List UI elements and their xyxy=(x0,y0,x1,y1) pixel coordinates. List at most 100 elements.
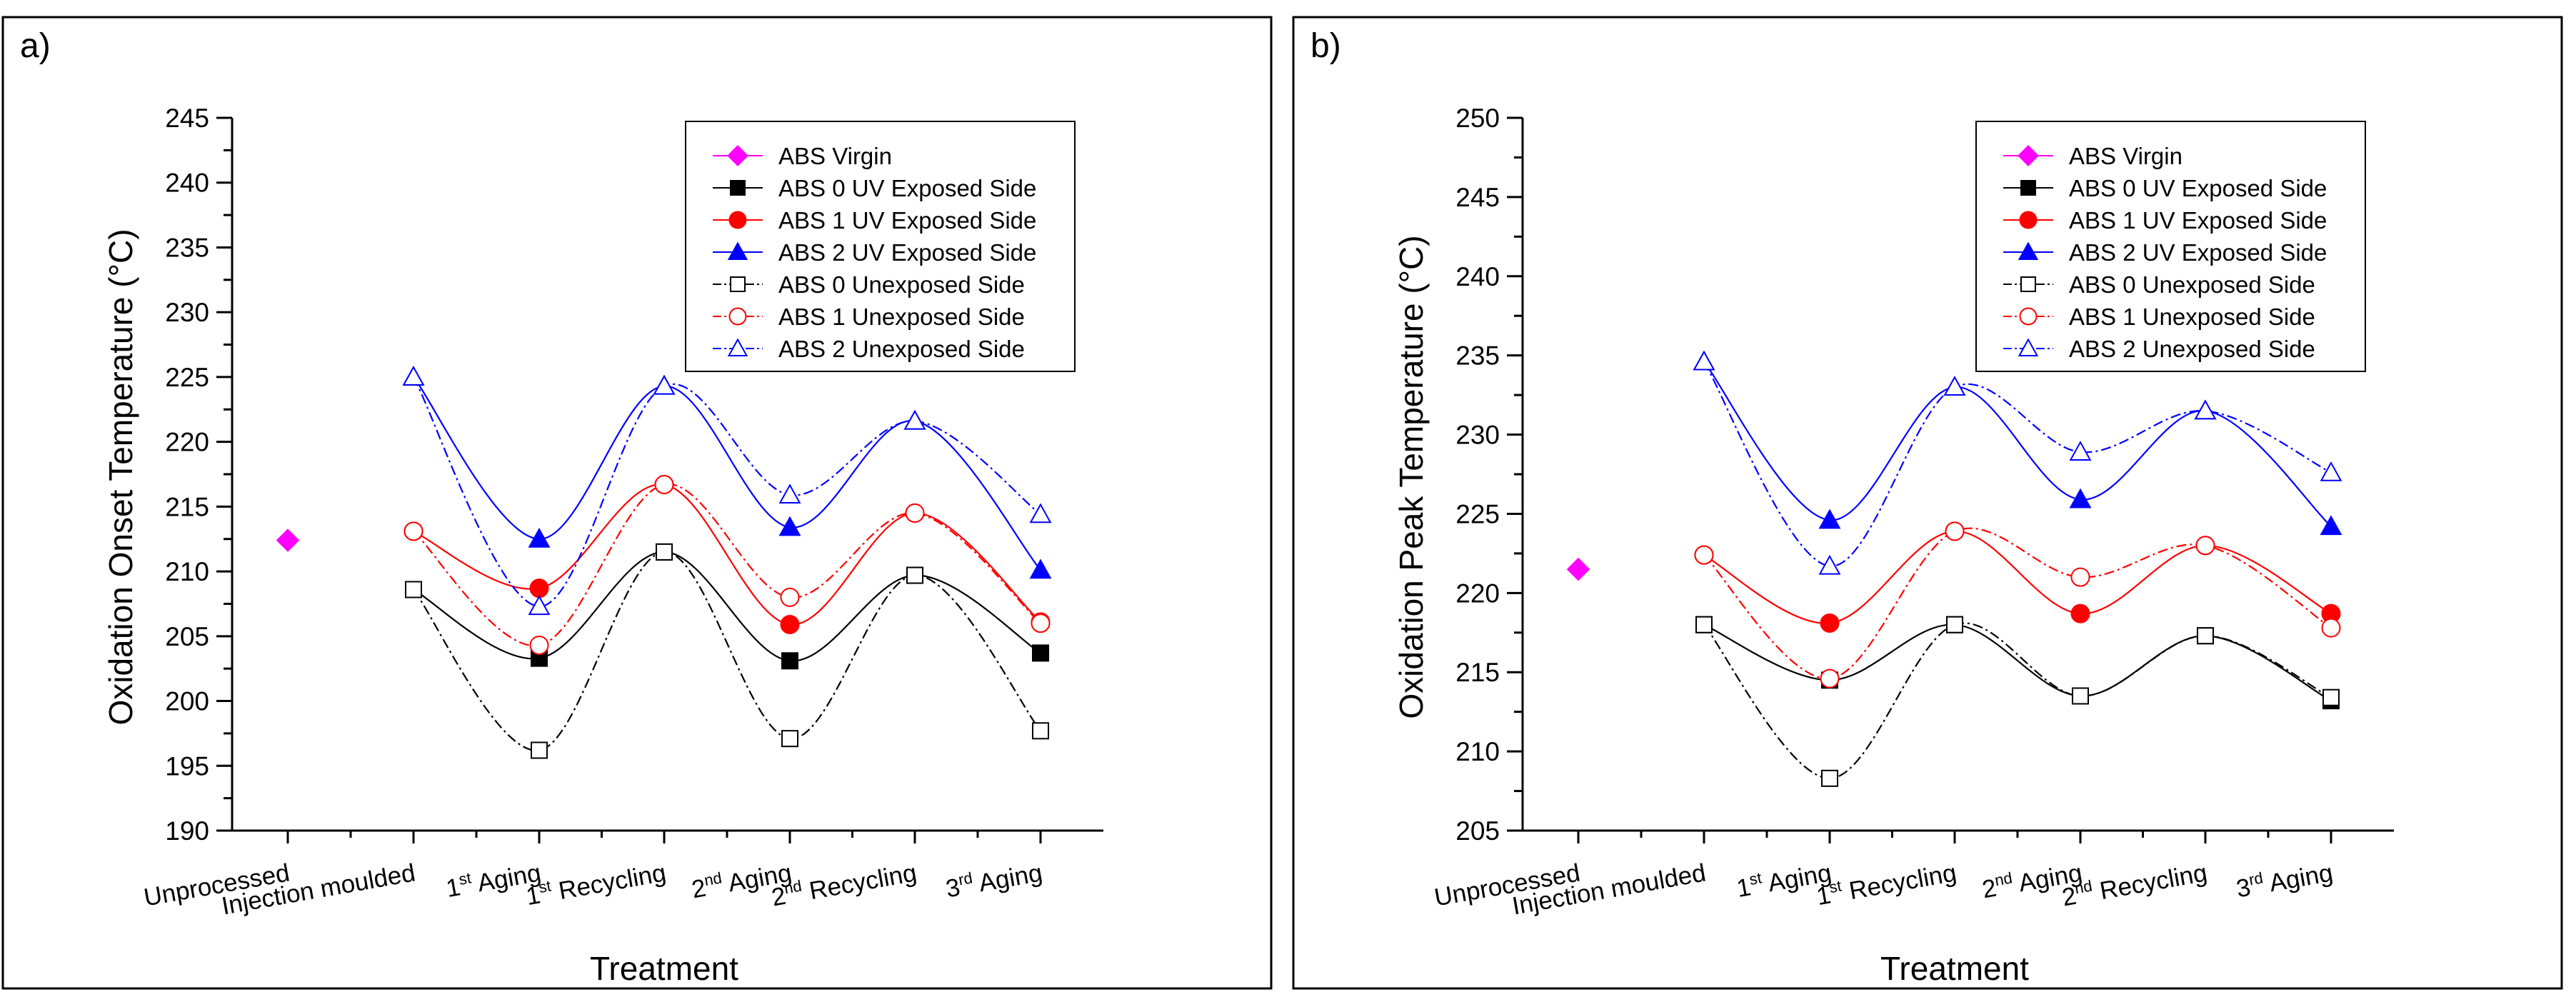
panel-b-label: b) xyxy=(1310,27,1341,65)
legend-marker-a xyxy=(728,211,747,229)
chart-panel-a: a) 190 195 200 205 210 215 220 225 230 235 240 245 Un… xyxy=(0,0,1286,1007)
y-tick-label-a: 215 xyxy=(165,492,209,521)
series-b-2 xyxy=(1694,521,2341,633)
legend-marker-b xyxy=(2019,211,2038,229)
series-a-4 xyxy=(405,543,1049,759)
series-line-a-6 xyxy=(413,376,1041,608)
data-point-b-5 xyxy=(2321,618,2341,638)
data-point-a-1 xyxy=(781,652,798,670)
y-tick-label-b: 235 xyxy=(1455,341,1500,371)
legend-box-a xyxy=(685,121,1076,372)
x-axis-title-b: Treatment xyxy=(1880,950,2029,987)
data-point-a-4 xyxy=(405,581,422,598)
legend-label-a: ABS 0 UV Exposed Side xyxy=(778,175,1036,201)
data-point-b-4 xyxy=(2322,688,2340,706)
chart-b-svg: b) 205 210 215 220 225 230 235 240 245 250 Unproces… xyxy=(1292,16,2563,990)
data-point-b-5 xyxy=(1945,521,1965,541)
legend-marker-a xyxy=(728,307,747,326)
panel-a-frame xyxy=(1,16,1273,990)
y-tick-label-a: 235 xyxy=(165,233,209,262)
legend-b: ABS Virgin ABS 0 UV Exposed Side ABS 1 UV … xyxy=(1975,121,2366,372)
x-tick-label-a: 1st Recycling xyxy=(523,857,668,911)
legend-label-a: ABS Virgin xyxy=(778,143,892,169)
y-tick-label-b: 230 xyxy=(1455,421,1500,450)
series-line-a-2 xyxy=(413,484,1041,626)
data-point-b-2 xyxy=(1820,613,1840,633)
data-point-a-5 xyxy=(654,475,674,495)
data-point-a-4 xyxy=(531,741,548,759)
x-tick-label-a: 3rd Aging xyxy=(943,857,1045,903)
x-tick-label-b: 1st Recycling xyxy=(1814,857,1958,911)
series-b-0 xyxy=(1566,557,1590,581)
legend-label-b: ABS 2 Unexposed Side xyxy=(2069,336,2315,362)
data-point-b-3 xyxy=(2320,515,2342,536)
data-point-b-4 xyxy=(1695,616,1713,633)
data-point-a-4 xyxy=(656,543,673,561)
data-point-a-6 xyxy=(402,366,425,386)
y-tick-label-a: 245 xyxy=(165,104,209,133)
y-axis-title-b: Oxidation Peak Temperature (°C) xyxy=(1393,235,1430,718)
legend-marker-a xyxy=(727,241,748,260)
legend-label-a: ABS 0 Unexposed Side xyxy=(778,271,1025,298)
legend-box-b xyxy=(1975,121,2366,372)
x-tick-label-b: 3rd Aging xyxy=(2234,857,2335,903)
y-tick-label-b: 250 xyxy=(1455,104,1500,133)
y-tick-label-a: 190 xyxy=(165,816,209,846)
legend-label-a: ABS 2 Unexposed Side xyxy=(778,336,1025,362)
y-tick-label-b: 245 xyxy=(1455,183,1500,212)
legend-marker-a xyxy=(727,145,748,166)
panel-b-frame xyxy=(1292,16,2563,990)
data-point-b-4 xyxy=(1821,769,1838,787)
series-line-a-5 xyxy=(413,484,1041,646)
legend-label-a: ABS 1 Unexposed Side xyxy=(778,304,1025,330)
data-point-a-2 xyxy=(780,614,800,634)
data-point-b-6 xyxy=(1818,554,1841,575)
data-point-b-5 xyxy=(1820,668,1840,688)
y-tick-label-a: 200 xyxy=(165,687,209,716)
series-line-b-6 xyxy=(1703,361,2332,567)
y-tick-label-a: 195 xyxy=(165,751,209,781)
data-point-a-0 xyxy=(276,528,300,552)
series-a-5 xyxy=(404,475,1051,656)
legend-marker-b xyxy=(2018,338,2039,356)
data-point-b-4 xyxy=(2072,687,2089,705)
y-tick-label-a: 230 xyxy=(165,298,209,327)
chart-a-svg: a) 190 195 200 205 210 215 220 225 230 235 240 245 Un… xyxy=(1,16,1273,990)
legend-marker-b xyxy=(2020,180,2036,196)
panel-a-label: a) xyxy=(20,27,51,65)
legend-label-b: ABS 2 UV Exposed Side xyxy=(2069,239,2327,266)
data-point-a-4 xyxy=(906,566,923,584)
data-point-b-6 xyxy=(1943,376,1966,396)
series-b-5 xyxy=(1694,521,2341,688)
series-line-a-4 xyxy=(413,551,1041,751)
series-a-1 xyxy=(405,543,1049,670)
data-point-a-1 xyxy=(1032,644,1049,662)
x-tick-label-b: 2nd Recycling xyxy=(2060,857,2210,912)
data-point-a-4 xyxy=(1032,722,1049,740)
data-point-b-4 xyxy=(2197,627,2214,645)
data-point-a-3 xyxy=(778,516,801,536)
legend-marker-b xyxy=(2018,145,2039,166)
series-line-b-2 xyxy=(1703,530,2332,624)
y-tick-label-b: 205 xyxy=(1455,816,1500,846)
legend-marker-a xyxy=(727,338,748,356)
data-point-a-6 xyxy=(903,409,926,430)
legend-label-b: ABS 0 Unexposed Side xyxy=(2069,271,2315,298)
y-tick-label-a: 225 xyxy=(165,363,209,392)
series-b-6 xyxy=(1693,350,2342,575)
y-tick-label-b: 225 xyxy=(1455,499,1500,528)
data-point-b-6 xyxy=(2194,399,2217,420)
data-point-a-6 xyxy=(778,484,801,504)
y-tick-label-b: 210 xyxy=(1455,737,1500,766)
data-point-a-6 xyxy=(1029,503,1052,523)
series-a-6 xyxy=(402,366,1052,616)
data-point-b-5 xyxy=(2195,536,2215,556)
data-point-a-5 xyxy=(404,521,424,541)
legend-label-b: ABS Virgin xyxy=(2069,143,2182,169)
series-a-3 xyxy=(402,366,1052,579)
y-tick-label-a: 205 xyxy=(165,622,209,651)
data-point-b-2 xyxy=(2070,603,2090,623)
y-tick-label-a: 210 xyxy=(165,557,209,586)
